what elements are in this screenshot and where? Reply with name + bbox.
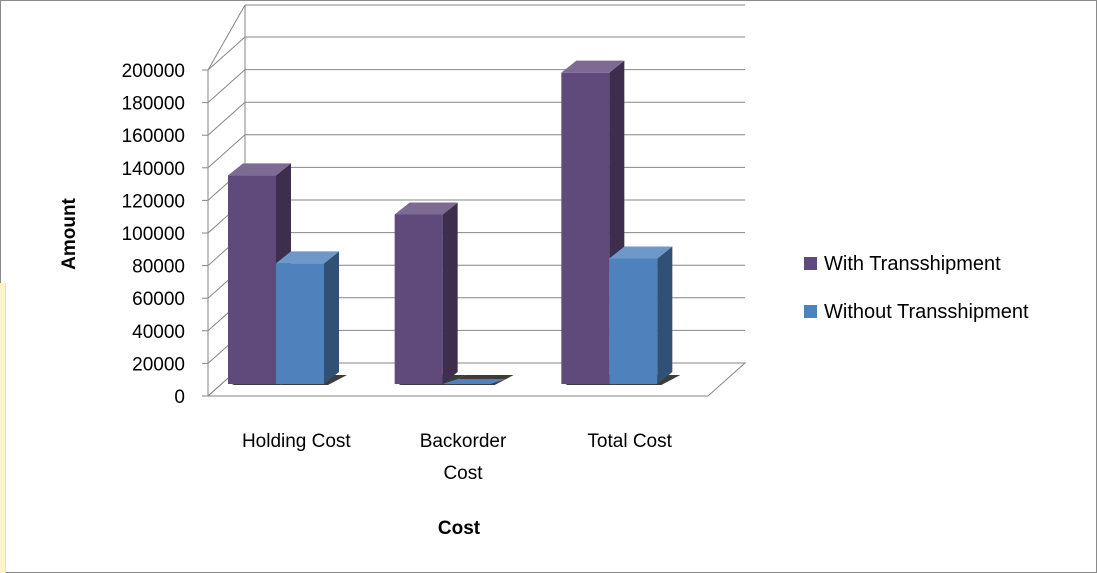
x-category-label-line: Cost bbox=[443, 463, 483, 484]
bar-top bbox=[609, 246, 673, 259]
bar-front bbox=[394, 214, 443, 384]
legend-label-without-transshipment: Without Transshipment bbox=[824, 301, 1029, 323]
bar-holding-cost-without-transshipment bbox=[276, 251, 347, 385]
y-tick-label: 160000 bbox=[122, 126, 185, 147]
bar-side bbox=[324, 251, 339, 384]
bar-total-cost-without-transshipment bbox=[609, 246, 681, 385]
y-tick-label: 140000 bbox=[122, 159, 185, 180]
bars bbox=[228, 60, 681, 385]
bar-backorder-cost-without-transshipment bbox=[442, 375, 514, 385]
x-category-label: Total Cost bbox=[587, 431, 672, 452]
legend: With Transshipment Without Transshipment bbox=[804, 253, 1029, 323]
x-category-labels: Holding Cost Backorder Cost Total Cost bbox=[242, 431, 673, 484]
gridline-diagonal bbox=[207, 36, 246, 71]
gridline-diagonal bbox=[207, 69, 246, 103]
x-axis-title: Cost bbox=[438, 518, 481, 539]
gridline-diagonal bbox=[207, 4, 246, 71]
x-category-label-line: Total Cost bbox=[587, 431, 672, 452]
legend-item-without-transshipment: Without Transshipment bbox=[804, 301, 1029, 323]
x-category-label: Holding Cost bbox=[242, 431, 351, 452]
bar-front bbox=[228, 175, 276, 384]
bar-front bbox=[561, 72, 610, 385]
bar-top bbox=[394, 202, 458, 215]
x-category-label-line: Holding Cost bbox=[242, 431, 351, 452]
bar-top bbox=[561, 60, 625, 73]
bar-backorder-cost-with-transshipment bbox=[394, 202, 466, 385]
bar-top bbox=[442, 379, 506, 384]
y-tick-label: 20000 bbox=[132, 354, 185, 375]
legend-swatch-without-transshipment bbox=[804, 305, 817, 318]
y-tick-label: 180000 bbox=[122, 94, 185, 115]
left-edge-strip bbox=[0, 283, 6, 573]
bar-front bbox=[609, 258, 658, 384]
legend-item-with-transshipment: With Transshipment bbox=[804, 253, 1001, 275]
bar-total-cost-with-transshipment bbox=[561, 60, 633, 385]
bar-top bbox=[276, 251, 339, 264]
gridline-diagonal bbox=[207, 101, 246, 136]
y-tick-label: 40000 bbox=[132, 322, 185, 343]
bar-front bbox=[276, 263, 324, 384]
y-tick-label: 200000 bbox=[122, 61, 185, 82]
legend-swatch-with-transshipment bbox=[804, 257, 817, 270]
y-tick-label: 100000 bbox=[122, 224, 185, 245]
x-category-label: Backorder Cost bbox=[420, 431, 507, 484]
gridline-diagonal bbox=[207, 134, 246, 169]
y-tick-label: 120000 bbox=[122, 191, 185, 212]
bar-side bbox=[442, 202, 458, 384]
x-category-label-line: Backorder bbox=[420, 431, 507, 452]
y-tick-label: 80000 bbox=[132, 257, 185, 278]
y-tick-labels: 0 20000 40000 60000 80000 100000 120000 140000 1… bbox=[122, 61, 185, 408]
y-tick-label: 0 bbox=[174, 387, 185, 408]
y-tick-label: 60000 bbox=[132, 289, 185, 310]
bar-side bbox=[657, 246, 673, 384]
y-axis-title: Amount bbox=[59, 197, 80, 269]
legend-label-with-transshipment: With Transshipment bbox=[824, 253, 1001, 275]
bar-top bbox=[228, 163, 291, 176]
